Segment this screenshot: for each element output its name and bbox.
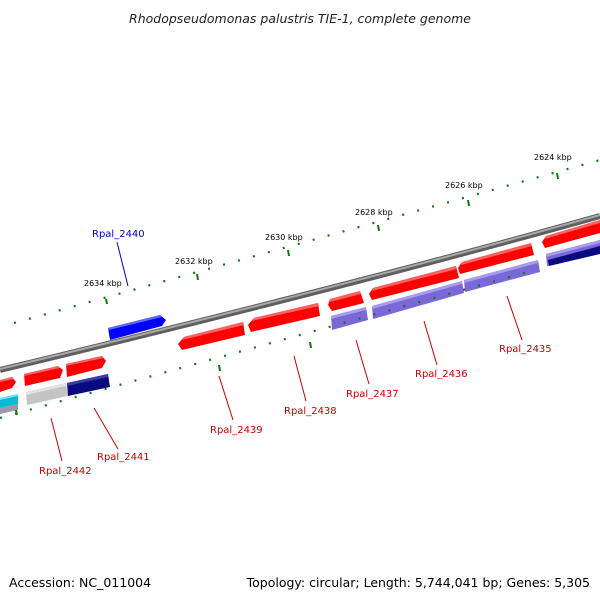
kbp-label-2628: 2628 kbp bbox=[355, 208, 393, 217]
gene-labels: Rpal_2440 Rpal_2435 Rpal_2436 Rpal_2437 … bbox=[39, 229, 552, 477]
gene-rpal-2436-fwd[interactable] bbox=[369, 266, 459, 300]
label-rpal-2438[interactable]: Rpal_2438 bbox=[284, 406, 337, 417]
gene-rpal-2435[interactable] bbox=[464, 260, 540, 292]
kbp-labels: 2624 kbp 2626 kbp 2628 kbp 2630 kbp 2632… bbox=[84, 153, 572, 288]
label-rpal-2439[interactable]: Rpal_2439 bbox=[210, 425, 263, 436]
kbp-label-2626: 2626 kbp bbox=[445, 181, 483, 190]
gene-rpal-2439[interactable] bbox=[178, 322, 245, 350]
forward-genes bbox=[0, 220, 600, 392]
kbp-label-2624: 2624 kbp bbox=[534, 153, 572, 162]
kbp-label-2630: 2630 kbp bbox=[265, 233, 303, 242]
genome-backbone bbox=[0, 213, 600, 373]
label-rpal-2435[interactable]: Rpal_2435 bbox=[499, 344, 552, 355]
inner-tick-track bbox=[0, 268, 536, 420]
label-rpal-2442[interactable]: Rpal_2442 bbox=[39, 466, 92, 477]
leader-rpal-2441 bbox=[93, 407, 119, 450]
gene-gray[interactable] bbox=[26, 383, 68, 405]
leader-rpal-2435 bbox=[506, 295, 523, 341]
leader-rpal-2436 bbox=[423, 320, 438, 366]
leader-rpal-2438 bbox=[293, 355, 307, 402]
gene-rpal-2435-fwd[interactable] bbox=[458, 243, 534, 274]
label-rpal-2440[interactable]: Rpal_2440 bbox=[92, 229, 145, 240]
gene-rpal-2438[interactable] bbox=[248, 303, 320, 332]
gene-rpal-2437[interactable] bbox=[331, 307, 368, 330]
leader-rpal-2440 bbox=[116, 241, 129, 287]
gene-rpal-2436[interactable] bbox=[372, 281, 464, 319]
label-rpal-2436[interactable]: Rpal_2436 bbox=[415, 369, 468, 380]
label-rpal-2441[interactable]: Rpal_2441 bbox=[97, 452, 150, 463]
reverse-genes bbox=[0, 240, 600, 414]
gene-rpal-2440[interactable] bbox=[108, 315, 166, 340]
accession-text: Accession: NC_011004 bbox=[9, 575, 151, 590]
label-rpal-2437[interactable]: Rpal_2437 bbox=[346, 389, 399, 400]
gene-reverse-right[interactable] bbox=[546, 240, 600, 266]
kbp-label-2632: 2632 kbp bbox=[175, 257, 213, 266]
gene-navy-left[interactable] bbox=[67, 374, 110, 396]
gene-forward-1[interactable] bbox=[24, 366, 63, 386]
outer-tick-track bbox=[13, 158, 600, 325]
genome-summary-text: Topology: circular; Length: 5,744,041 bp… bbox=[246, 575, 590, 590]
map-title: Rhodopseudomonas palustris TIE-1, comple… bbox=[129, 11, 471, 26]
gene-cyan[interactable] bbox=[0, 394, 18, 414]
kbp-label-2634: 2634 kbp bbox=[84, 279, 122, 288]
gene-forward-right[interactable] bbox=[542, 220, 600, 248]
gene-forward-2[interactable] bbox=[66, 356, 106, 377]
gene-rpal-2437-fwd[interactable] bbox=[328, 291, 364, 311]
leader-rpal-2439 bbox=[218, 375, 234, 421]
leader-rpal-2442 bbox=[50, 417, 63, 462]
gene-forward-0[interactable] bbox=[0, 377, 16, 392]
leader-lines bbox=[50, 241, 523, 462]
leader-rpal-2437 bbox=[355, 339, 370, 385]
